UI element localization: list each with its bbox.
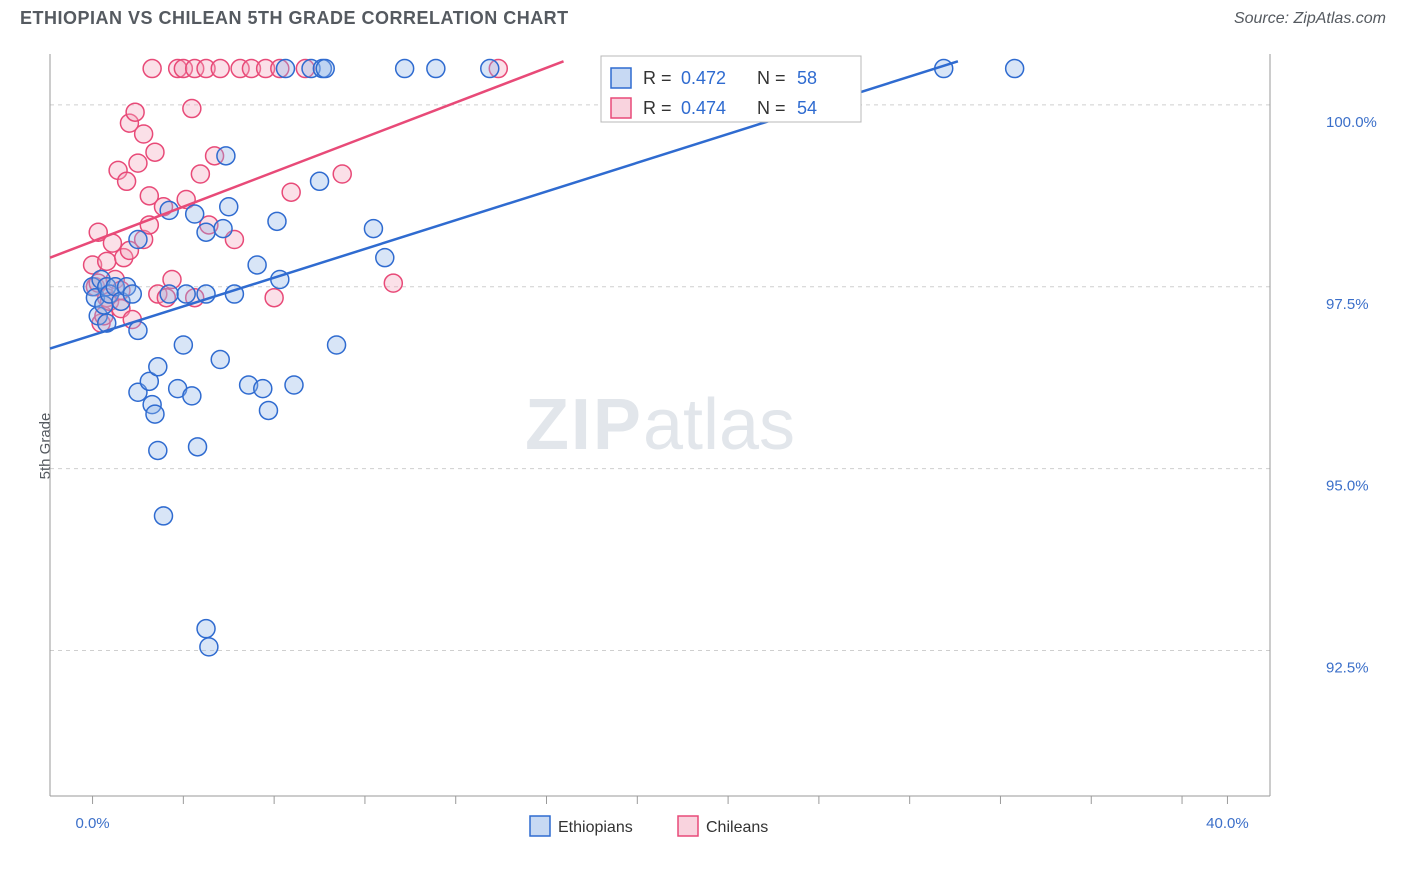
scatter-point <box>186 205 204 223</box>
legend-n-value: 54 <box>797 98 817 118</box>
scatter-point <box>364 220 382 238</box>
svg-text:ZIPatlas: ZIPatlas <box>525 385 795 465</box>
scatter-point <box>160 285 178 303</box>
scatter-point <box>220 198 238 216</box>
y-tick-label: 97.5% <box>1326 296 1369 313</box>
scatter-point <box>149 441 167 459</box>
scatter-chart-svg: 92.5% 95.0% 97.5% 100.0% ZIPatlas 0.0% 40.0% R … <box>46 48 1386 838</box>
scatter-point <box>265 289 283 307</box>
regression-line <box>50 61 564 257</box>
scatter-point <box>191 165 209 183</box>
scatter-point <box>129 321 147 339</box>
legend-swatch <box>611 68 631 88</box>
chart-header: ETHIOPIAN VS CHILEAN 5TH GRADE CORRELATI… <box>20 8 1386 48</box>
scatter-point <box>126 103 144 121</box>
scatter-point <box>311 172 329 190</box>
scatter-point <box>376 249 394 267</box>
scatter-point <box>174 336 192 354</box>
chart-title: ETHIOPIAN VS CHILEAN 5TH GRADE CORRELATI… <box>20 8 569 28</box>
scatter-point <box>268 212 286 230</box>
scatter-point <box>143 60 161 78</box>
scatter-point <box>396 60 414 78</box>
scatter-point <box>248 256 266 274</box>
legend-r-value: 0.474 <box>681 98 726 118</box>
scatter-point <box>1006 60 1024 78</box>
y-tick-label: 100.0% <box>1326 114 1377 131</box>
chart-source: Source: ZipAtlas.com <box>1234 10 1386 28</box>
legend-n-label: N = <box>757 98 786 118</box>
legend-r-value: 0.472 <box>681 68 726 88</box>
scatter-point <box>135 125 153 143</box>
scatter-point <box>146 405 164 423</box>
legend-swatch <box>611 98 631 118</box>
scatter-point <box>197 223 215 241</box>
stats-legend-box: R = 0.472 N = 58 R = 0.474 N = 54 <box>601 56 861 122</box>
plot-area: 92.5% 95.0% 97.5% 100.0% ZIPatlas 0.0% 40.0% R … <box>46 48 1386 838</box>
legend-n-label: N = <box>757 68 786 88</box>
scatter-point <box>154 507 172 525</box>
scatter-point <box>146 143 164 161</box>
x-tick-label: 40.0% <box>1206 815 1249 832</box>
scatter-point <box>276 60 294 78</box>
x-tick-label: 0.0% <box>75 815 109 832</box>
legend-swatch <box>530 816 550 836</box>
legend-r-label: R = <box>643 68 672 88</box>
scatter-point <box>149 358 167 376</box>
watermark: ZIPatlas <box>525 385 795 465</box>
legend-n-value: 58 <box>797 68 817 88</box>
scatter-point <box>254 380 272 398</box>
scatter-point <box>285 376 303 394</box>
scatter-point <box>189 438 207 456</box>
scatter-point <box>118 172 136 190</box>
scatter-point <box>316 60 334 78</box>
scatter-point <box>282 183 300 201</box>
scatter-point <box>481 60 499 78</box>
scatter-point <box>123 285 141 303</box>
scatter-point <box>183 387 201 405</box>
scatter-point <box>333 165 351 183</box>
scatter-point <box>129 154 147 172</box>
legend-swatch <box>678 816 698 836</box>
scatter-point <box>197 620 215 638</box>
scatter-point <box>98 252 116 270</box>
bottom-legend: Ethiopians Chileans <box>530 816 768 836</box>
scatter-point <box>214 220 232 238</box>
scatter-point <box>177 285 195 303</box>
scatter-point <box>217 147 235 165</box>
y-tick-label: 92.5% <box>1326 660 1369 677</box>
legend-series-label: Chileans <box>706 819 768 836</box>
legend-r-label: R = <box>643 98 672 118</box>
legend-series-label: Ethiopians <box>558 819 633 836</box>
y-tick-label: 95.0% <box>1326 478 1369 495</box>
scatter-point <box>200 638 218 656</box>
scatter-point <box>328 336 346 354</box>
scatter-point <box>183 100 201 118</box>
scatter-points <box>84 60 1024 656</box>
scatter-point <box>129 231 147 249</box>
scatter-point <box>211 351 229 369</box>
scatter-point <box>211 60 229 78</box>
scatter-point <box>259 401 277 419</box>
scatter-point <box>427 60 445 78</box>
scatter-point <box>384 274 402 292</box>
